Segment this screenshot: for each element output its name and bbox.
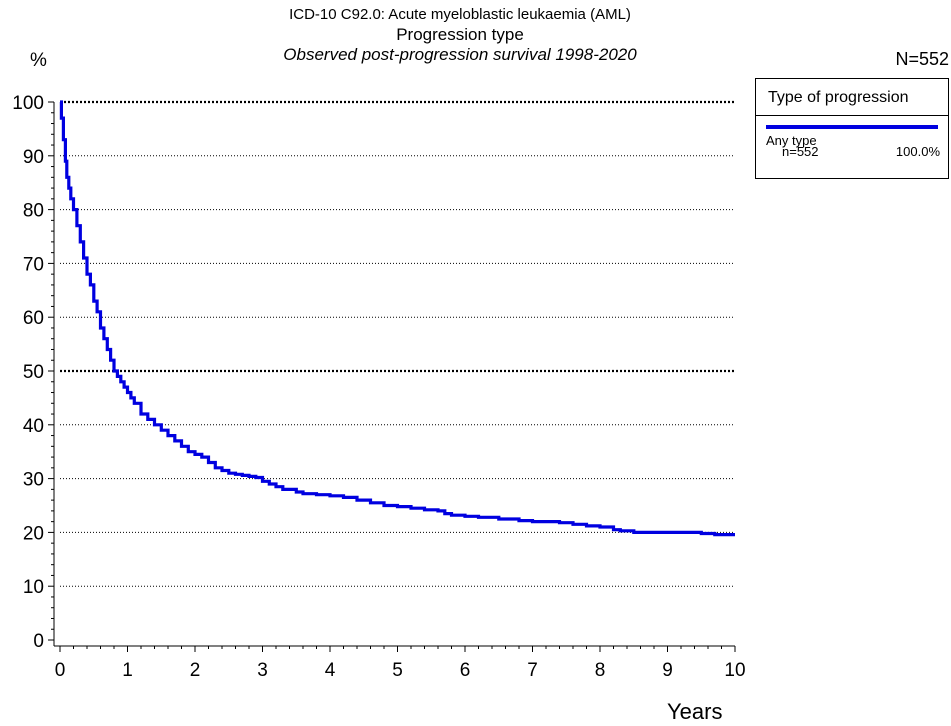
y-tick-label-70: 70 <box>23 254 44 275</box>
y-tick-label-100: 100 <box>12 93 44 114</box>
total-count-label: N=552 <box>895 49 949 69</box>
y-axis-label: % <box>30 50 47 71</box>
y-tick-label-10: 10 <box>23 577 44 598</box>
y-tick-label-50: 50 <box>23 362 44 383</box>
x-tick-label-6: 6 <box>460 660 471 681</box>
y-tick-label-0: 0 <box>33 631 44 652</box>
axes <box>48 101 736 652</box>
x-axis-label: Years <box>667 699 723 724</box>
tick-labels: 0 10 20 30 40 50 60 70 80 90 100 0 1 2 3 4 5 6 7 8 9 10 <box>12 93 745 681</box>
legend-series-label: Any type <box>766 133 817 148</box>
y-tick-label-30: 30 <box>23 470 44 491</box>
x-tick-label-4: 4 <box>325 660 336 681</box>
legend-title: Type of progression <box>756 79 948 116</box>
x-tick-label-5: 5 <box>392 660 403 681</box>
chart-title: ICD-10 C92.0: Acute myeloblastic leukaem… <box>289 6 631 23</box>
y-tick-label-90: 90 <box>23 147 44 168</box>
x-tick-label-8: 8 <box>595 660 606 681</box>
chart-subtitle: Progression type <box>396 25 524 44</box>
grid-lines <box>60 100 735 587</box>
x-tick-label-7: 7 <box>527 660 538 681</box>
series-layer <box>59 100 735 537</box>
x-tick-label-0: 0 <box>55 660 66 681</box>
x-tick-label-10: 10 <box>724 660 745 681</box>
x-tick-label-9: 9 <box>662 660 673 681</box>
y-tick-label-20: 20 <box>23 523 44 544</box>
legend-percent-label: 100.0% <box>895 144 940 159</box>
x-tick-label-3: 3 <box>257 660 268 681</box>
legend-n-label: n=552 <box>782 144 819 159</box>
chart-subtitle-italic: Observed post-progression survival 1998-… <box>283 45 637 64</box>
y-tick-label-60: 60 <box>23 308 44 329</box>
legend: Type of progression Any type n=552 100.0… <box>755 78 949 179</box>
x-tick-label-2: 2 <box>190 660 201 681</box>
legend-swatch-any-type <box>766 125 938 129</box>
series-line-any-type <box>59 100 735 537</box>
y-tick-label-40: 40 <box>23 416 44 437</box>
x-tick-label-1: 1 <box>122 660 133 681</box>
y-tick-label-80: 80 <box>23 201 44 222</box>
